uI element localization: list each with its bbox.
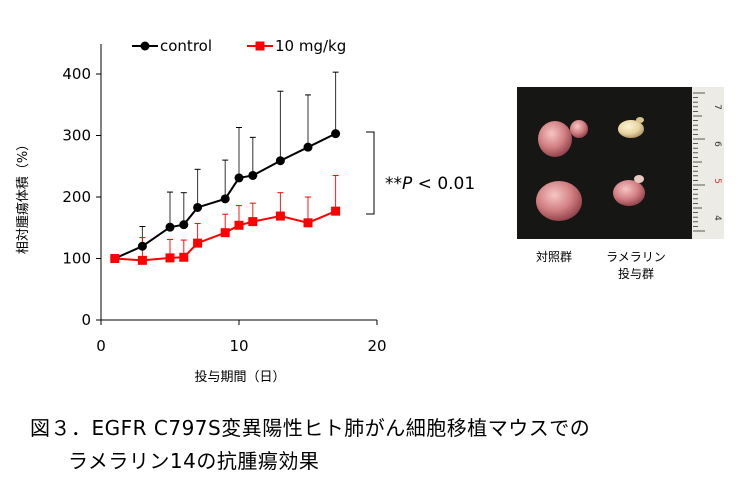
tumor-treated-1 [618, 117, 644, 138]
tumor-treated-2 [613, 175, 645, 206]
data-point-control [331, 129, 341, 139]
data-point-control [275, 156, 285, 166]
legend-marker-control [140, 41, 150, 51]
x-axis-label: 投与期間（日） [194, 369, 285, 385]
ruler: 7 6 5 4 [693, 92, 722, 232]
ruler-label: 5 [712, 178, 722, 184]
y-tick-label: 300 [62, 127, 91, 145]
data-point-control [137, 241, 147, 251]
tumor-control-2 [536, 181, 582, 221]
tumor-photo: 7 6 5 4 対照群 ラメラリン 投与群 [517, 87, 724, 281]
tumor-control-1 [538, 120, 588, 157]
data-point-treated [275, 211, 285, 221]
x-tick-label: 10 [229, 337, 248, 355]
data-point-control [220, 194, 230, 204]
significance-bracket [366, 131, 375, 215]
data-point-control [248, 170, 258, 180]
ruler-label: 7 [712, 104, 722, 110]
x-tick-label: 0 [96, 337, 106, 355]
data-point-control [193, 202, 203, 212]
legend-label-treated: 10 mg/kg [275, 37, 346, 55]
y-tick-label: 400 [62, 65, 91, 83]
data-point-control [234, 173, 244, 183]
data-point-treated [110, 254, 120, 263]
data-point-treated [234, 220, 244, 230]
data-point-treated [165, 253, 175, 263]
tumor-volume-chart: 0 100 200 300 400 0 10 20 control 10 mg/kg 相対腫瘍体… [15, 37, 475, 385]
data-point-treated [179, 252, 189, 262]
series-markers [110, 129, 341, 265]
photo-label-treated-line1: ラメラリン [606, 250, 666, 264]
y-tick-label: 0 [81, 311, 91, 329]
data-point-treated [248, 217, 258, 227]
data-point-treated [220, 228, 230, 238]
legend-label-control: control [160, 37, 212, 55]
photo-label-treated: ラメラリン 投与群 [594, 249, 678, 283]
error-bars [139, 71, 339, 261]
legend-marker-treated [255, 41, 265, 51]
ruler-label: 6 [712, 141, 722, 147]
tumor-photo-image: 7 6 5 4 [517, 87, 724, 239]
data-point-treated [331, 206, 341, 216]
y-tick-label: 100 [62, 250, 91, 268]
data-point-control [179, 220, 189, 230]
y-tick-label: 200 [62, 188, 91, 206]
photo-label-control: 対照群 [535, 250, 572, 264]
data-point-control [303, 142, 313, 152]
data-point-control [165, 222, 175, 232]
x-tick-label: 20 [367, 337, 386, 355]
data-point-treated [137, 255, 147, 265]
data-point-treated [193, 238, 203, 248]
figure-caption-line2: ラメラリン14の抗腫瘍効果 [68, 449, 320, 473]
chart-legend: control 10 mg/kg [132, 37, 346, 55]
y-axis-label: 相対腫瘍体積（%） [15, 138, 31, 254]
data-point-treated [303, 218, 313, 228]
figure-caption-line1: 図３．EGFR C797S変異陽性ヒト肺がん細胞移植マウスでの [30, 416, 591, 440]
significance-annotation: **P < 0.01 [385, 174, 475, 194]
photo-label-treated-line2: 投与群 [617, 267, 654, 281]
chart-ticks: 0 100 200 300 400 0 10 20 [62, 65, 386, 355]
ruler-label: 4 [712, 215, 722, 221]
